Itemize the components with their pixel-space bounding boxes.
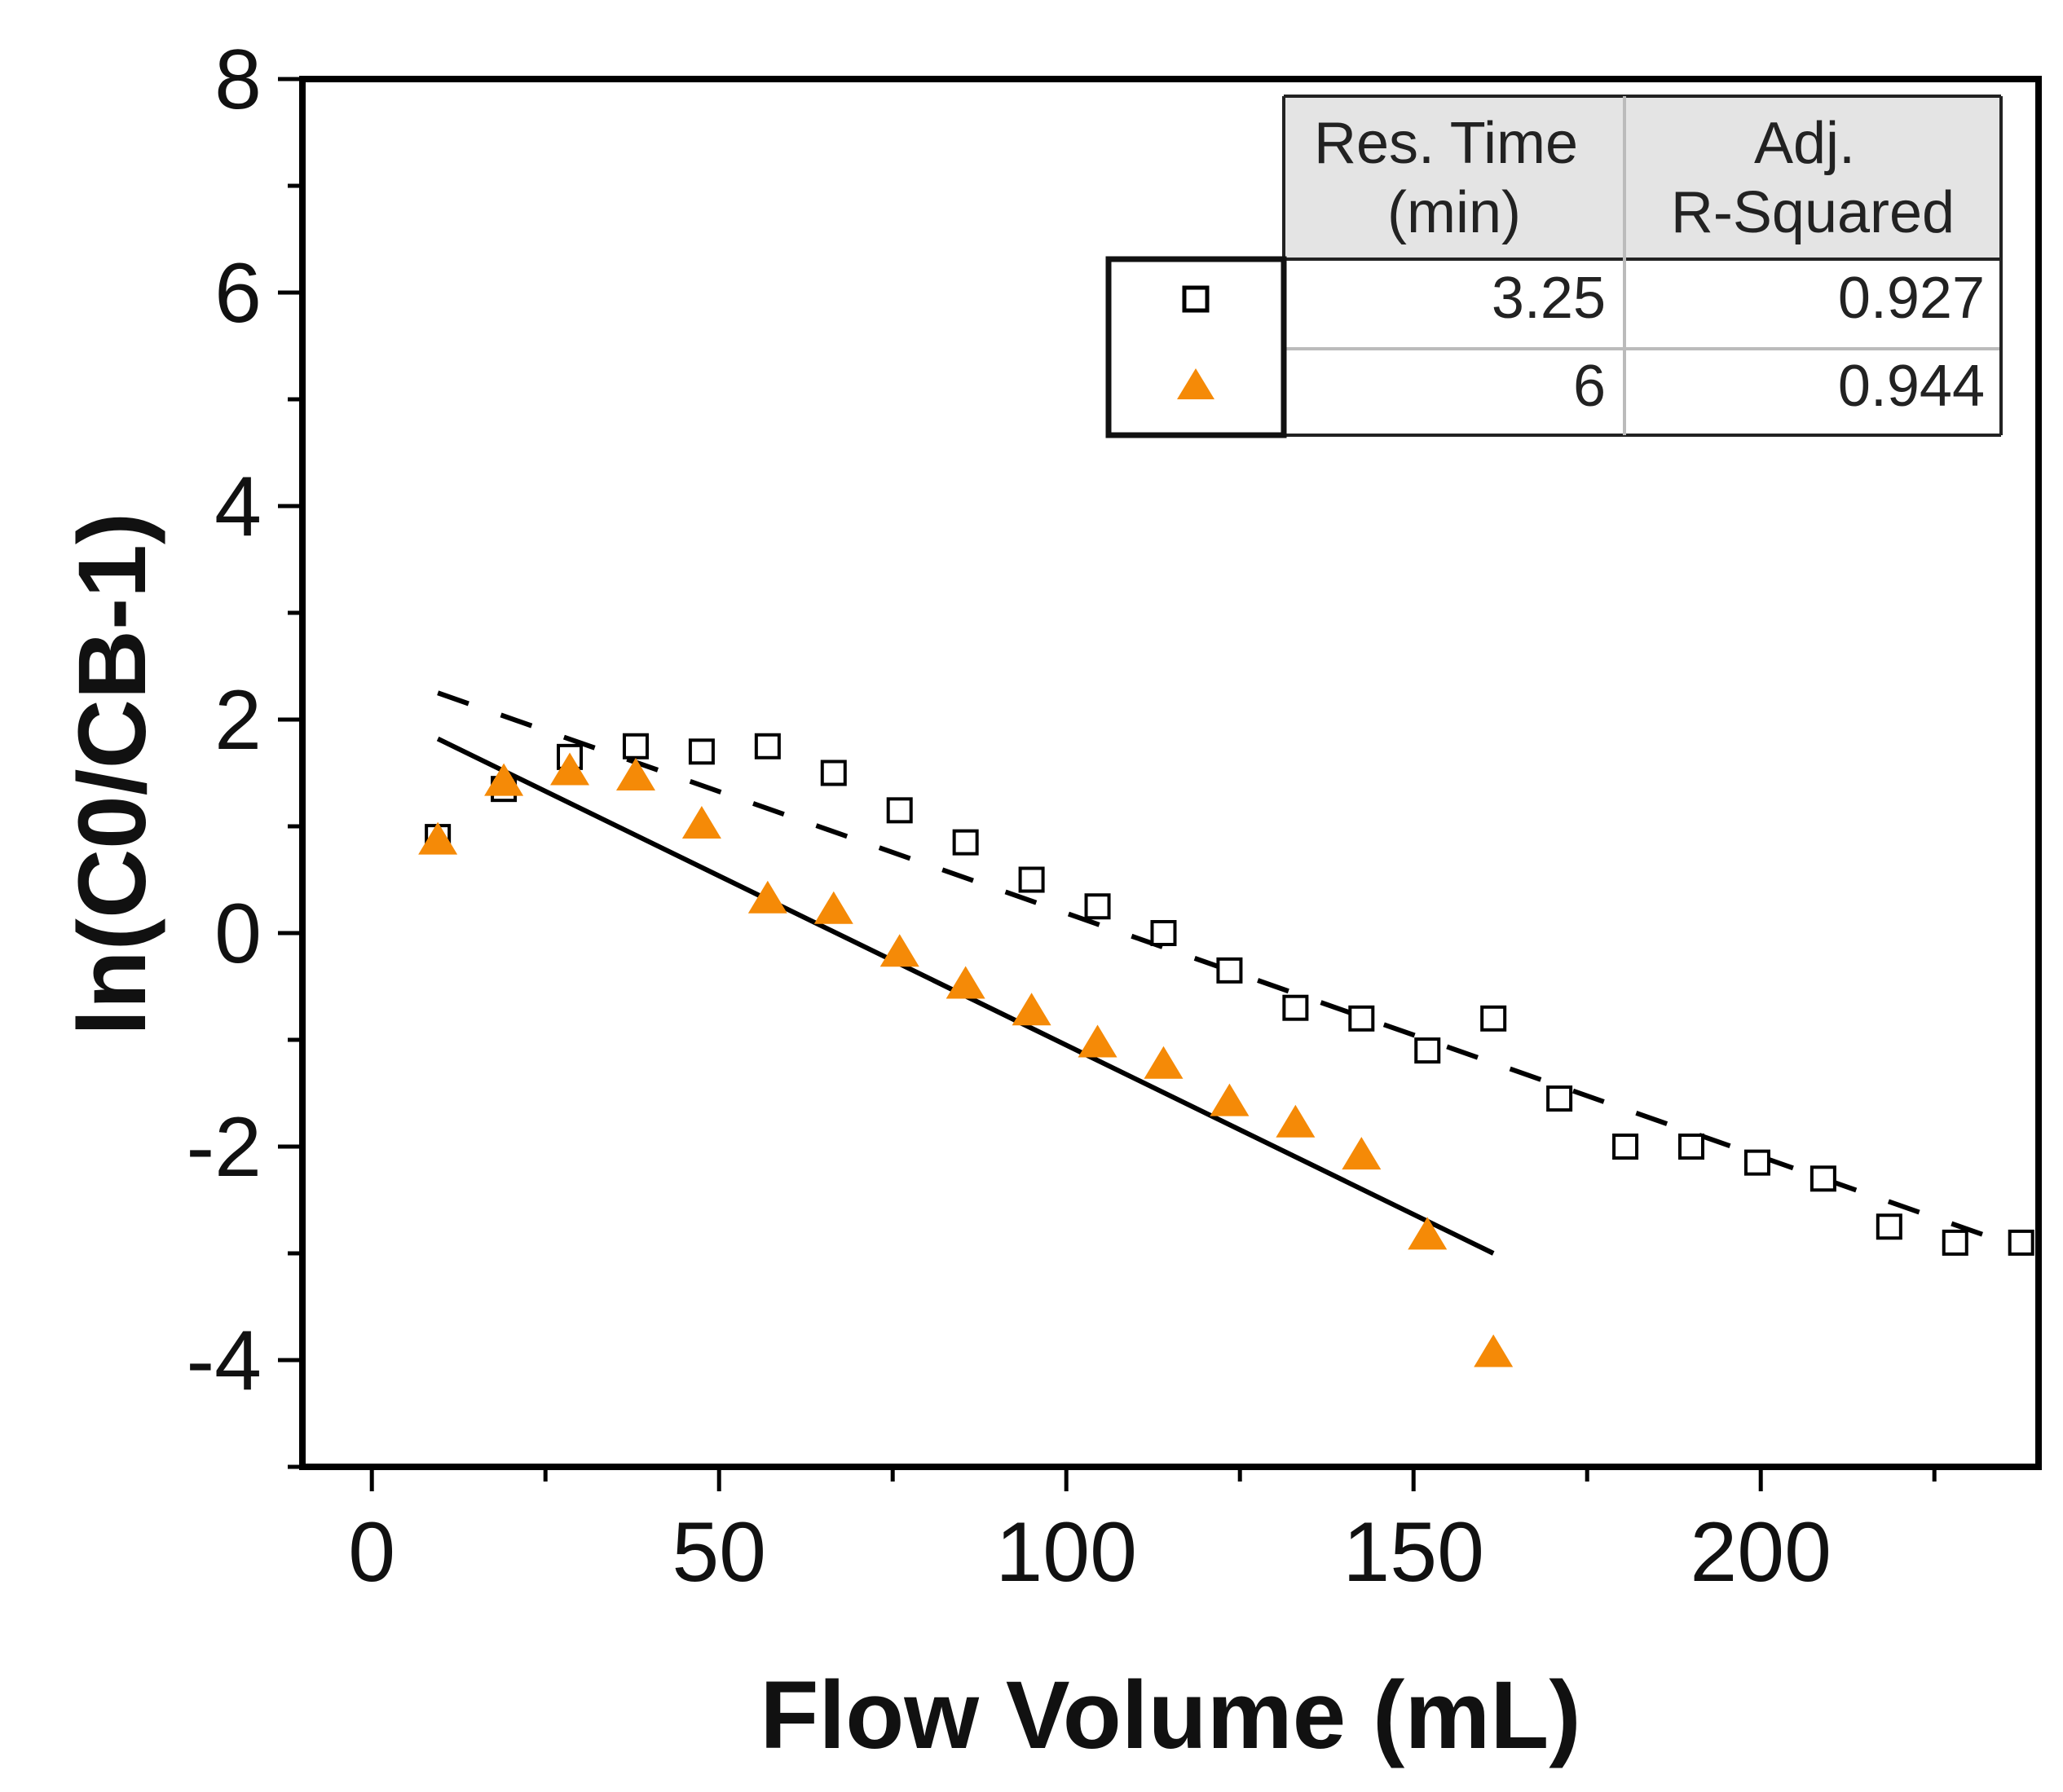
x-tick-label: 150	[1342, 1505, 1484, 1600]
data-point-square	[1942, 1229, 1968, 1256]
data-point-square	[1810, 1165, 1836, 1192]
legend-header-bg	[1284, 96, 2001, 259]
data-point-square	[754, 733, 781, 760]
y-tick-label: -4	[187, 1314, 262, 1408]
data-point-square	[622, 733, 649, 760]
data-point-square	[1612, 1134, 1639, 1160]
data-point-square	[1678, 1134, 1704, 1160]
data-point-square	[1876, 1213, 1902, 1240]
y-tick-label: 8	[214, 33, 262, 127]
data-point-square	[1348, 1005, 1375, 1032]
y-tick-label: 2	[214, 673, 262, 768]
data-point-square	[1546, 1085, 1573, 1112]
data-point-square	[820, 760, 847, 786]
x-tick-label: 50	[672, 1505, 766, 1600]
y-axis-ticks: 8 6 4 2 0 -2 -4	[187, 33, 302, 1469]
data-point-triangle	[1342, 1137, 1382, 1170]
data-points	[418, 733, 2034, 1367]
y-tick-label: 0	[214, 887, 262, 981]
legend-res-time-value: 3.25	[1492, 266, 1606, 331]
legend-res-time-value: 6	[1573, 354, 1606, 419]
legend-row-3-25: 3.25 0.927	[1182, 266, 1985, 331]
data-point-triangle	[418, 821, 458, 855]
data-point-square	[1282, 994, 1309, 1021]
x-tick-label: 0	[348, 1505, 395, 1600]
legend-orange-triangle-icon	[1177, 368, 1214, 399]
data-point-square	[886, 797, 913, 824]
data-point-triangle	[1012, 993, 1051, 1026]
data-point-triangle	[879, 934, 919, 967]
legend-marker-box	[1105, 256, 1287, 438]
data-point-triangle	[1210, 1083, 1250, 1116]
legend-row-6: 6 0.944	[1177, 354, 1985, 419]
data-point-triangle	[747, 880, 787, 914]
legend-header-adj-r2: Adj. R-Squared	[1671, 111, 1955, 245]
fit-line-dashed	[437, 690, 2022, 1251]
y-axis-title: ln(C0/CB-1)	[59, 513, 166, 1036]
x-axis-title: Flow Volume (mL)	[760, 1662, 1580, 1769]
data-point-square	[1018, 866, 1045, 893]
data-point-square	[2008, 1229, 2034, 1256]
legend-adj-r2-value: 0.927	[1838, 266, 1985, 331]
x-tick-label: 100	[995, 1505, 1137, 1600]
x-axis-ticks: 0 50 100 150 200	[348, 1467, 1937, 1600]
legend-adj-r2-value: 0.944	[1838, 354, 1985, 419]
data-point-triangle	[550, 752, 590, 786]
data-point-triangle	[1078, 1024, 1117, 1058]
legend-table: Res. Time (min) Adj. R-Squared 3.25 0.92…	[1105, 95, 2003, 438]
data-point-triangle	[484, 763, 524, 796]
data-point-triangle	[813, 891, 853, 924]
y-tick-label: 4	[214, 460, 262, 554]
x-tick-label: 200	[1690, 1505, 1832, 1600]
data-point-square	[1216, 957, 1243, 984]
data-point-triangle	[615, 758, 655, 791]
data-point-triangle	[1144, 1046, 1184, 1079]
data-point-triangle	[1408, 1217, 1448, 1250]
data-point-square	[1084, 893, 1111, 920]
y-tick-label: -2	[187, 1100, 262, 1195]
data-point-square	[1414, 1037, 1441, 1064]
data-point-square	[952, 829, 979, 856]
data-point-square	[1150, 920, 1177, 946]
data-point-square	[1743, 1149, 1770, 1176]
data-point-square	[688, 738, 715, 765]
legend-open-square-icon	[1182, 285, 1210, 313]
legend-header-res-time: Res. Time (min)	[1314, 111, 1594, 245]
data-point-square	[1480, 1005, 1507, 1032]
data-point-triangle	[1474, 1334, 1514, 1367]
data-point-triangle	[681, 806, 721, 839]
data-point-triangle	[946, 966, 985, 999]
y-tick-label: 6	[214, 246, 262, 341]
data-point-triangle	[1276, 1104, 1316, 1138]
plot-frame	[299, 76, 2042, 1470]
